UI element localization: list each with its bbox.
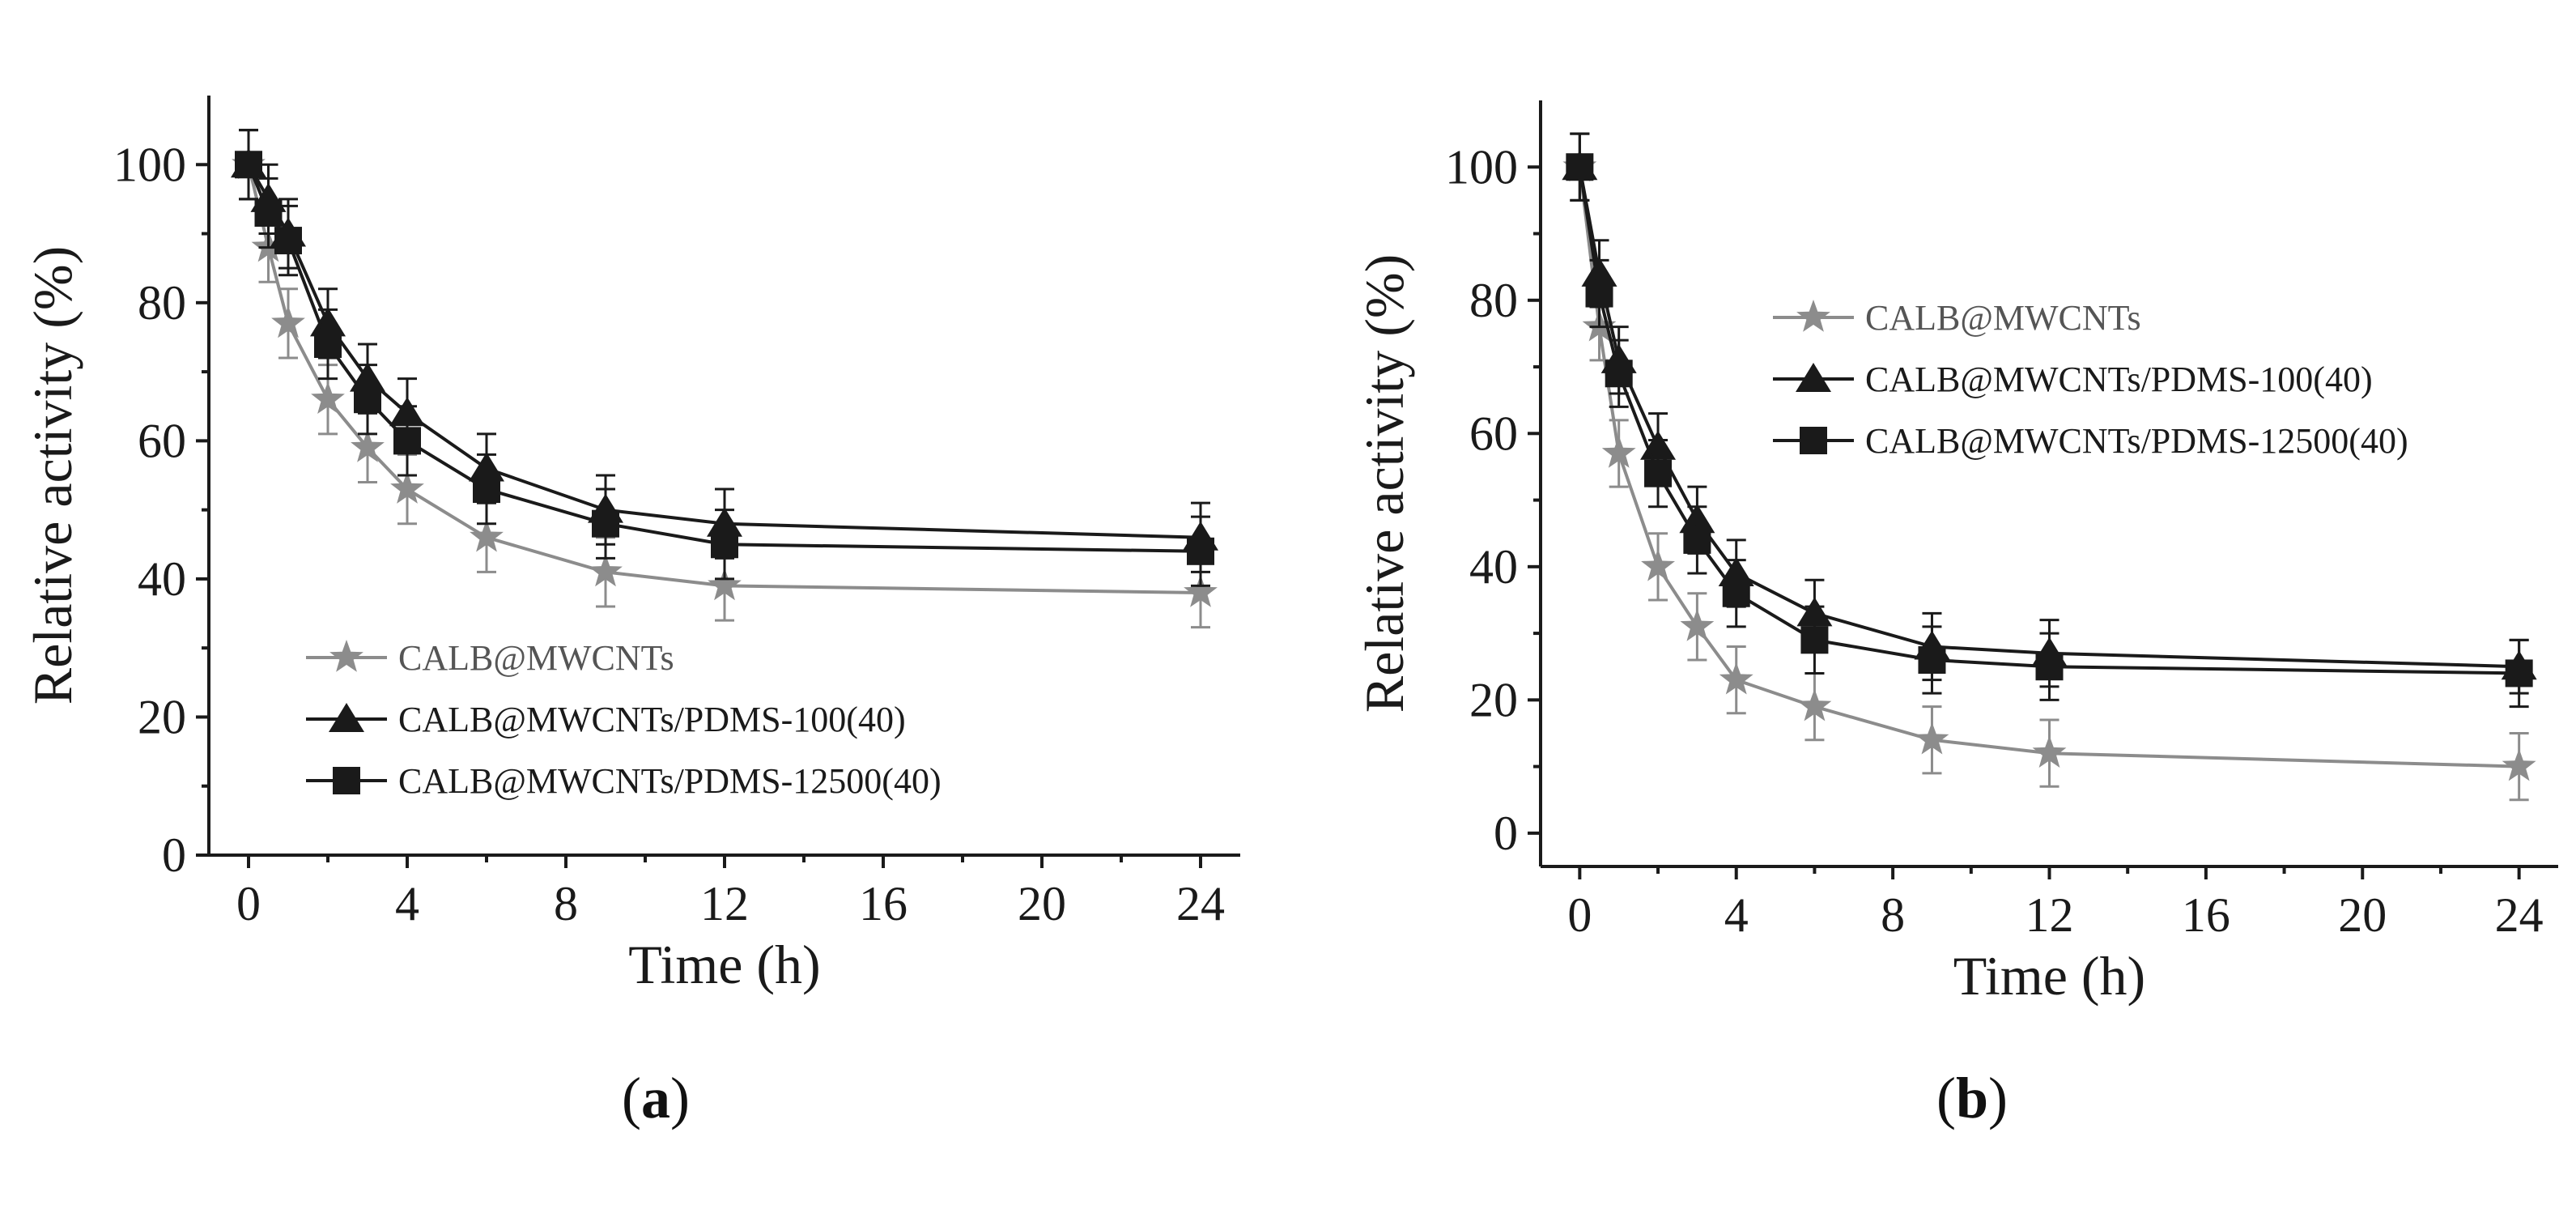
series-line [1578, 167, 2519, 768]
data-point [1680, 608, 1715, 641]
y-tick-label: 60 [138, 414, 186, 467]
data-point [254, 198, 283, 227]
data-point [351, 429, 385, 462]
panel-label-b: (b) [1936, 1066, 2008, 1130]
data-point [2032, 735, 2067, 768]
x-tick-label: 12 [700, 877, 749, 930]
chart-panel-a: 0 4 8 12 16 20 24 0 20 40 60 80 100 Time (h) Relative … [22, 96, 1240, 995]
legend-label: CALB@MWCNTs/PDMS-100(40) [1865, 360, 2373, 399]
legend-label: CALB@MWCNTs [1865, 298, 2141, 338]
chart-panel-b: 0 4 8 12 16 20 24 0 20 40 60 80 100 Time (h) Relative … [1354, 100, 2558, 1007]
data-point [1915, 722, 1949, 755]
x-tick-label: 0 [1567, 888, 1592, 942]
data-point [235, 151, 262, 179]
x-tick-label: 24 [2495, 888, 2544, 942]
data-point [473, 475, 500, 504]
data-point [711, 530, 738, 559]
data-point [1722, 579, 1750, 607]
y-tick-label: 0 [162, 828, 186, 882]
x-tick-label: 12 [2026, 888, 2074, 942]
data-point [592, 509, 619, 538]
legend-marker-triangle [329, 703, 364, 732]
series-line [1578, 166, 2519, 669]
y-tick-label: 40 [1469, 540, 1518, 594]
y-tick-label: 40 [138, 552, 186, 606]
data-point [1187, 537, 1214, 565]
data-point [1585, 279, 1613, 308]
x-tick-label: 4 [1724, 888, 1749, 942]
data-point [2502, 748, 2536, 781]
series-calb-mwcnts-pdms-12500-40 [1566, 132, 2533, 709]
data-point [589, 554, 623, 587]
x-tick-label: 20 [1018, 877, 1066, 930]
data-point [393, 427, 421, 455]
series-calb-mwcnts-pdms-100-40 [1562, 132, 2537, 695]
y-tick-label: 100 [1445, 140, 1518, 194]
legend-label: CALB@MWCNTs [398, 638, 674, 678]
series-calb-mwcnts-pdms-12500-40 [235, 129, 1214, 587]
legend-label: CALB@MWCNTs/PDMS-12500(40) [398, 761, 942, 801]
data-point [1719, 662, 1753, 695]
data-point [1601, 436, 1636, 468]
data-point [1184, 575, 1218, 607]
legend-label: CALB@MWCNTs/PDMS-100(40) [398, 700, 906, 739]
legend: CALB@MWCNTs CALB@MWCNTs/PDMS-100(40) CALB@… [1773, 298, 2408, 461]
series-line [247, 164, 1201, 539]
data-point [354, 385, 381, 414]
x-axis-title: Time (h) [628, 934, 820, 995]
x-axis-title: Time (h) [1953, 945, 2145, 1007]
x-tick-label: 4 [395, 877, 419, 930]
x-tick-label: 0 [236, 877, 261, 930]
data-point [314, 330, 342, 358]
series-calb-mwcnts-pdms-100-40 [231, 129, 1218, 573]
data-point [311, 381, 345, 414]
x-tick-label: 20 [2338, 888, 2387, 942]
data-point [1797, 688, 1832, 722]
data-point [2035, 653, 2064, 681]
data-point [1566, 153, 1594, 181]
data-point [1683, 526, 1711, 554]
x-tick-label: 8 [554, 877, 578, 930]
legend-marker-square [1800, 427, 1827, 454]
y-axis-title: Relative activity (%) [22, 246, 83, 705]
legend-marker-star [329, 640, 363, 672]
legend-marker-star [1796, 300, 1830, 332]
series-line [247, 164, 1201, 594]
data-point [1918, 645, 1946, 674]
legend-marker-triangle [1796, 363, 1831, 392]
legend-marker-square [333, 767, 360, 794]
x-tick-label: 24 [1176, 877, 1225, 930]
data-point [1605, 360, 1633, 388]
data-point [271, 305, 305, 338]
y-axis-title: Relative activity (%) [1354, 254, 1415, 713]
data-point [2505, 659, 2533, 688]
series-line [1578, 166, 2519, 675]
legend: CALB@MWCNTs CALB@MWCNTs/PDMS-100(40) CALB@… [306, 638, 942, 801]
y-tick-label: 60 [1469, 407, 1518, 460]
series-line [247, 164, 1201, 553]
y-tick-label: 20 [1469, 673, 1518, 726]
data-point [1641, 548, 1675, 581]
y-tick-label: 100 [113, 138, 186, 191]
data-point [1644, 459, 1673, 487]
y-tick-label: 80 [138, 276, 186, 330]
x-tick-label: 8 [1881, 888, 1905, 942]
y-tick-label: 80 [1469, 274, 1518, 327]
x-tick-label: 16 [2182, 888, 2230, 942]
data-point [708, 568, 742, 601]
panel-label-a: (a) [622, 1066, 690, 1130]
y-tick-label: 20 [138, 690, 186, 743]
legend-label: CALB@MWCNTs/PDMS-12500(40) [1865, 421, 2408, 461]
y-tick-label: 0 [1494, 807, 1518, 860]
data-point [1800, 626, 1829, 654]
data-point [470, 519, 504, 552]
x-tick-label: 16 [859, 877, 908, 930]
data-point [274, 227, 302, 255]
data-point [390, 471, 424, 504]
